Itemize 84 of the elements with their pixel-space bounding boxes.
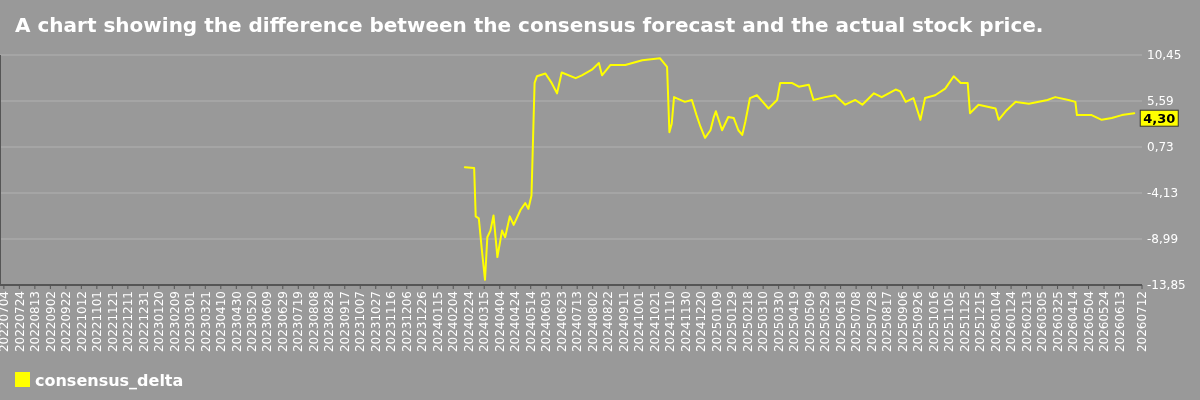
x-tick-label: 20260524: [1097, 291, 1112, 353]
x-tick-label: 20240603: [539, 291, 554, 353]
x-tick-label: 20230520: [245, 291, 259, 353]
x-tick-label: 20260712: [1135, 291, 1150, 353]
x-tick-label: 20240802: [585, 291, 600, 353]
x-tick-label: 20241110: [663, 291, 678, 353]
x-tick-label: 20240404: [492, 291, 507, 353]
chart-title: A chart showing the difference between the consensus forecast and the actual stock price.: [15, 13, 1044, 37]
x-tick-label: 20241001: [632, 291, 647, 353]
x-tick-label: 20251105: [942, 291, 957, 353]
x-tick-label: 20260414: [1066, 291, 1081, 353]
x-tick-label: 20230609: [260, 291, 275, 353]
x-tick-label: 20251016: [926, 291, 941, 353]
x-tick-label: 20240315: [477, 291, 492, 353]
x-tick-label: 20240224: [461, 291, 476, 353]
x-tick-label: 20231226: [415, 291, 430, 353]
x-tick-label: 20230321: [198, 291, 213, 353]
x-tick-label: 20230828: [322, 291, 337, 353]
x-tick-label: 20260325: [1050, 291, 1065, 353]
x-tick-label: 20221101: [90, 291, 105, 353]
x-tick-label: 20240911: [616, 291, 631, 353]
x-tick-label: 20240115: [430, 291, 445, 353]
x-tick-label: 20250529: [818, 291, 833, 353]
x-tick-label: 20240623: [554, 291, 569, 353]
x-tick-label: 20250728: [864, 291, 879, 353]
x-tick-label: 20240713: [570, 291, 585, 353]
x-tick-label: 20260124: [1004, 291, 1019, 353]
x-tick-label: 20260613: [1112, 291, 1127, 353]
x-tick-label: 20230209: [167, 291, 182, 353]
x-tick-label: 20260504: [1081, 291, 1096, 353]
x-tick-label: 20230410: [214, 291, 229, 353]
x-tick-label: 20250218: [740, 291, 755, 353]
x-tick-label: 20231027: [368, 291, 383, 353]
x-tick-label: 20230301: [183, 291, 198, 353]
x-tick-label: 20250330: [771, 291, 786, 353]
x-tick-label: 20221211: [121, 291, 136, 353]
y-tick-label: 10,45: [1147, 48, 1182, 63]
x-tick-label: 20260305: [1035, 291, 1050, 353]
x-tick-label: 20250708: [849, 291, 864, 353]
x-tick-label: 20240514: [523, 291, 538, 353]
x-tick-label: 20241220: [694, 291, 709, 353]
y-tick-label: -4,13: [1147, 186, 1179, 201]
x-tick-label: 20250129: [725, 291, 740, 353]
x-tick-label: 20230719: [291, 291, 306, 353]
x-tick-label: 20250310: [756, 291, 771, 353]
x-tick-label: 20260213: [1019, 291, 1034, 353]
x-tick-label: 20221231: [136, 291, 151, 353]
line-series: [463, 57, 1136, 281]
x-tick-label: 20240424: [508, 291, 523, 353]
x-tick-label: 20250109: [709, 291, 724, 353]
x-tick-label: 20240822: [601, 291, 616, 353]
x-tick-label: 20220902: [43, 291, 58, 353]
y-tick-label: 0,73: [1147, 140, 1174, 155]
x-tick-label: 20230629: [275, 291, 290, 353]
x-tick-label: 20250906: [895, 291, 910, 353]
x-tick-label: 20230430: [229, 291, 244, 353]
x-tick-label: 20221012: [74, 291, 89, 353]
x-tick-label: 20250509: [802, 291, 817, 353]
x-tick-label: 20231116: [384, 291, 399, 353]
x-tick-label: 20230917: [337, 291, 352, 353]
x-tick-label: 20250926: [911, 291, 926, 353]
legend-label: consensus_delta: [35, 370, 184, 390]
x-tick-label: 20260104: [988, 291, 1003, 353]
x-tick-label: 20220813: [28, 291, 43, 353]
y-tick-label: 5,59: [1147, 94, 1174, 109]
x-tick-label: 20251125: [957, 291, 972, 353]
x-tick-label: 20221121: [105, 291, 120, 353]
x-tick-label: 20241130: [678, 291, 693, 353]
x-tick-label: 20240204: [446, 291, 461, 353]
y-tick-label: -8,99: [1147, 232, 1179, 247]
x-tick-label: 20231007: [353, 291, 368, 353]
x-tick-label: 20230120: [152, 291, 167, 353]
x-tick-label: 20220724: [12, 291, 27, 353]
x-tick-label: 20220704: [0, 291, 12, 353]
x-tick-label: 20220922: [59, 291, 74, 353]
x-tick-label: 20250618: [833, 291, 848, 353]
annotation: 4,30: [1143, 110, 1176, 126]
x-tick-label: 20250419: [787, 291, 802, 353]
y-tick-label: -13,85: [1147, 278, 1186, 293]
x-tick-label: 20250817: [880, 291, 895, 353]
x-tick-label: 20241021: [647, 291, 662, 353]
x-tick-label: 20231206: [399, 291, 414, 353]
x-tick-label: 20251215: [973, 291, 988, 353]
x-tick-label: 20230808: [306, 291, 321, 353]
